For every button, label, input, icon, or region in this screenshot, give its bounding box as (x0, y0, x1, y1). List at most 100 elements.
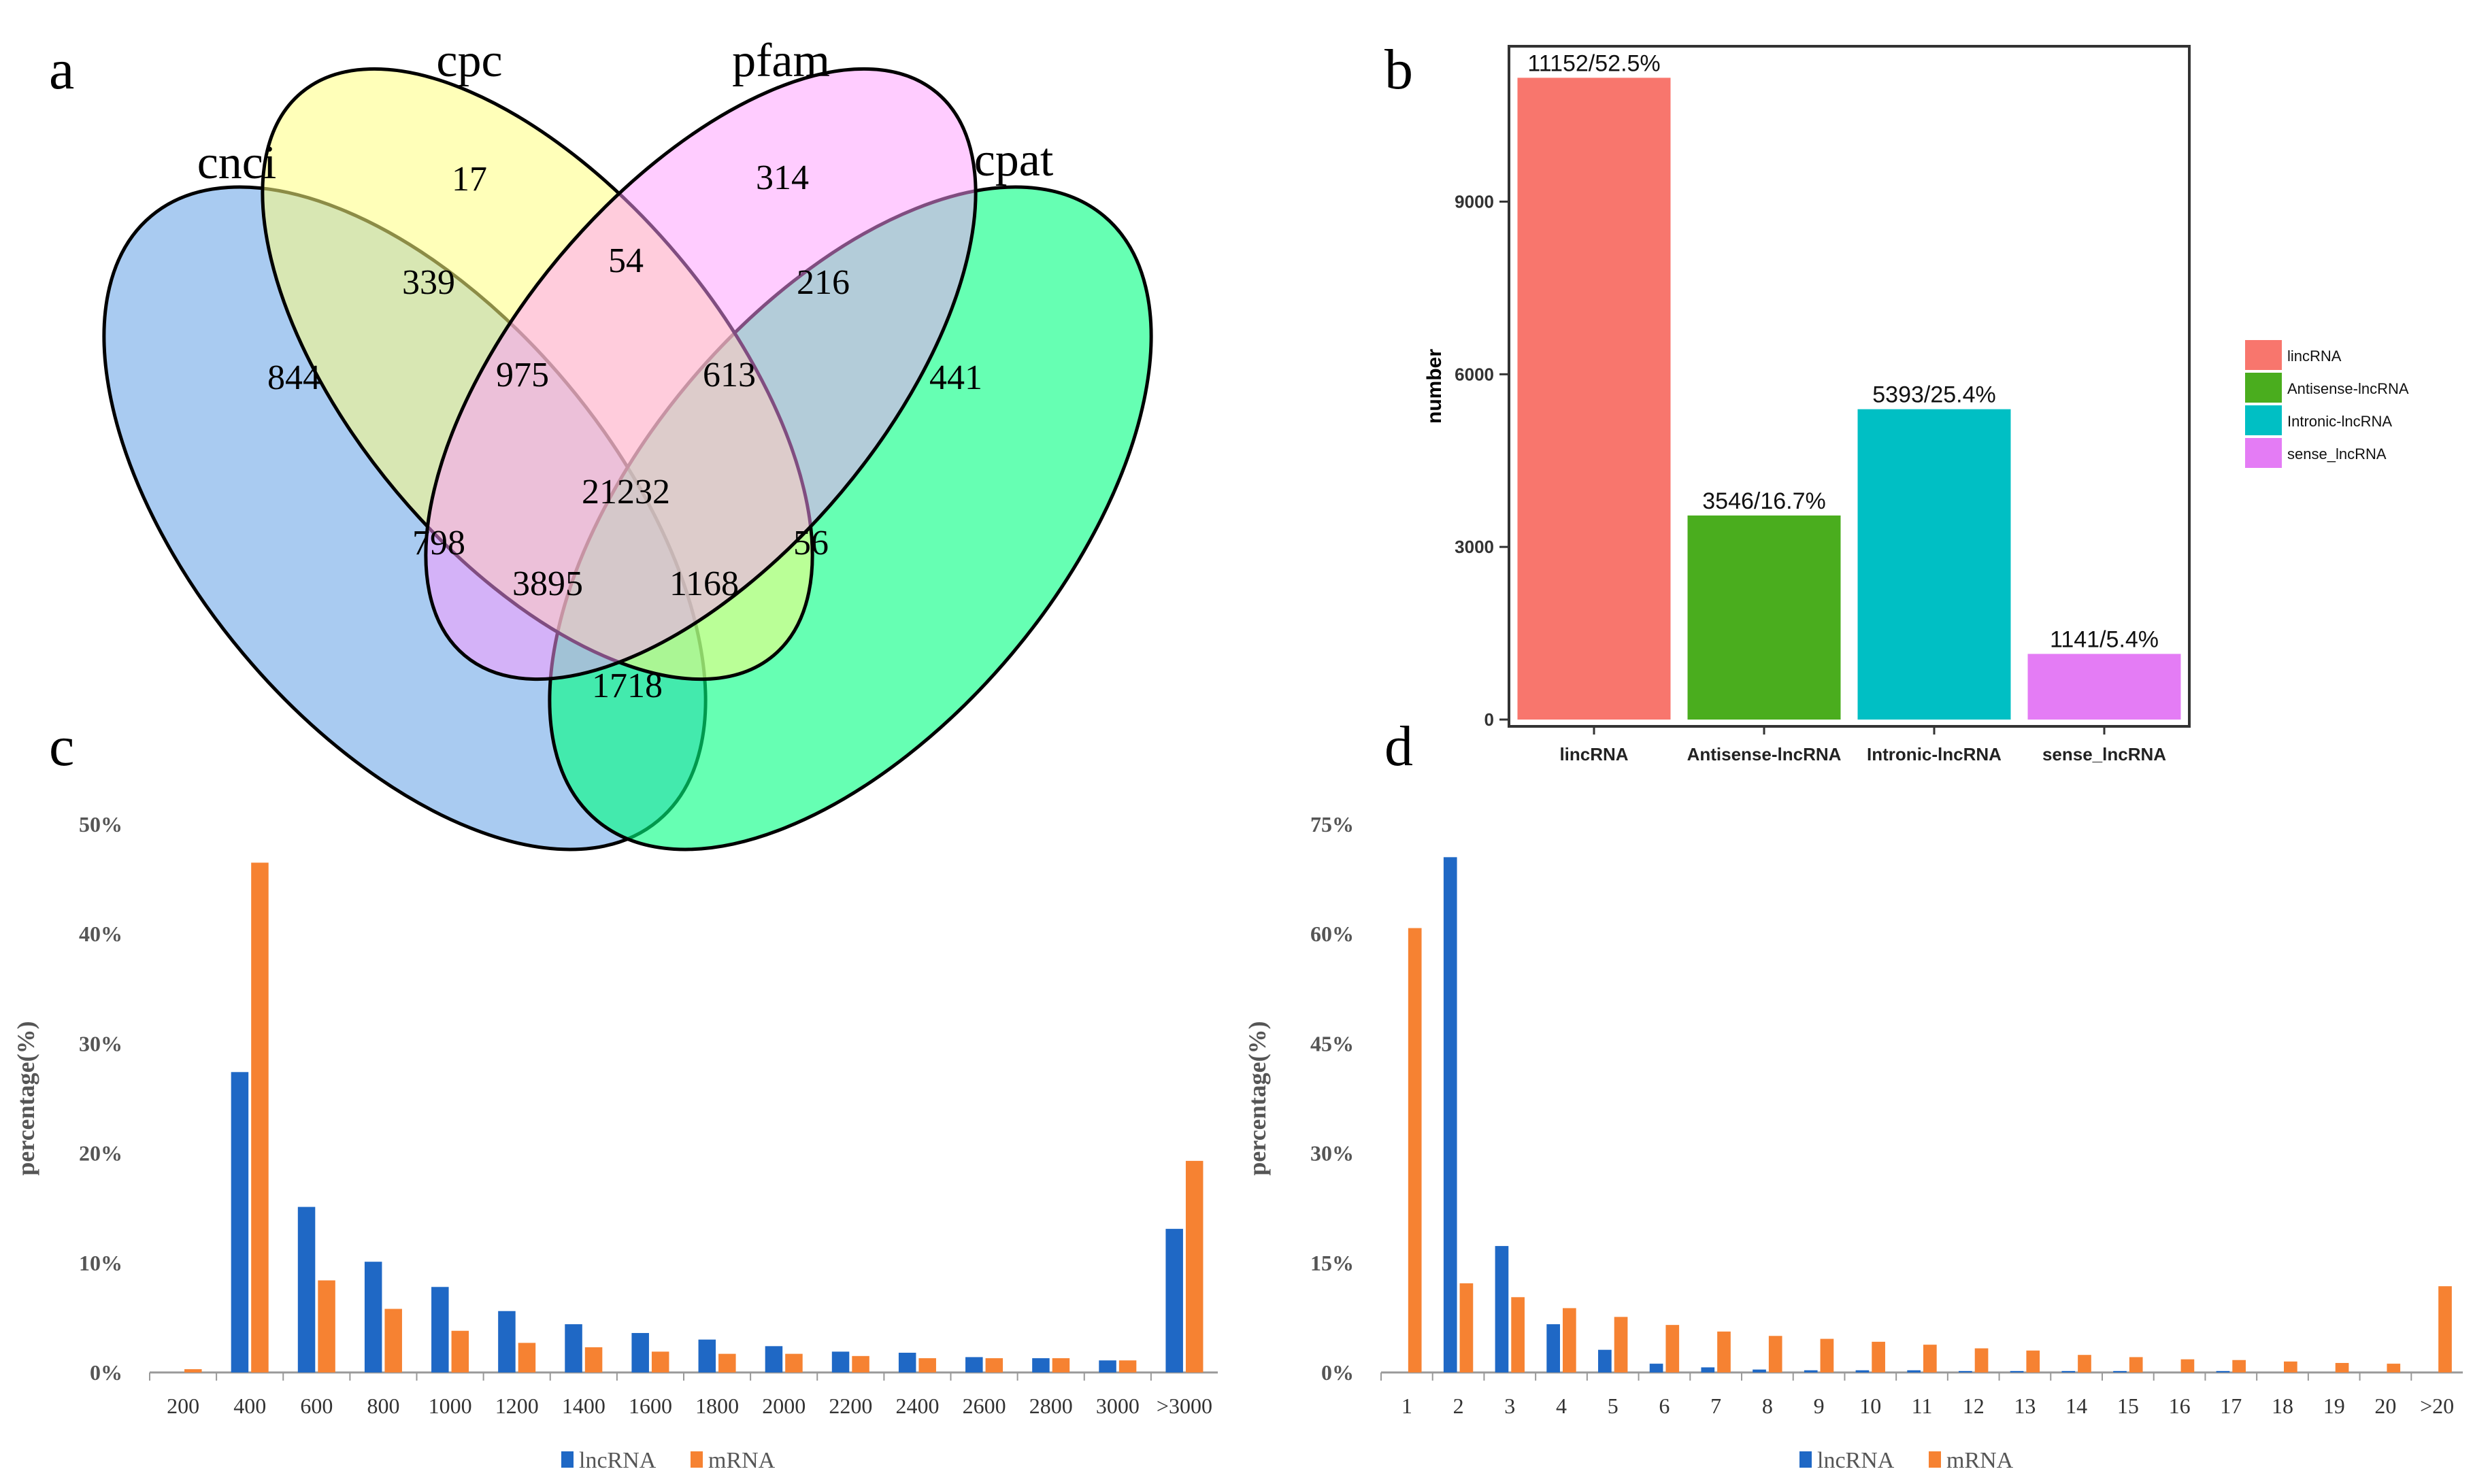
panel-d-xtick-label-4: 4 (1556, 1394, 1567, 1418)
venn-region-cnci-cpc: 339 (402, 263, 455, 302)
panel-c-bar-lncrna-2400 (898, 1352, 916, 1372)
panel-c-bar-mrna-400 (251, 862, 269, 1372)
panel-d-ylabel: percentage(%) (1244, 1021, 1271, 1175)
panel-c-legend-label-mrna: mRNA (708, 1448, 776, 1473)
panel-c-bar-mrna-2200 (852, 1355, 869, 1372)
venn-region-cpc-only: 17 (452, 160, 487, 199)
panel-c-bar-lncrna-1200 (498, 1311, 516, 1372)
panel-c-bar-lncrna-2800 (1032, 1358, 1050, 1372)
panel-c-bar-mrna-3000 (1118, 1360, 1137, 1372)
panel-d-ytick-label: 0% (1321, 1360, 1354, 1385)
panel-c-bar-mrna-1600 (651, 1351, 669, 1372)
panel-d-xtick-label-11: 11 (1912, 1394, 1933, 1418)
panel-d-bar-mrna-13 (2026, 1350, 2040, 1372)
panel-d-bar-mrna-20 (2387, 1364, 2401, 1372)
panel-c-bar-lncrna-800 (364, 1262, 382, 1372)
panel-c-bar-mrna-2600 (985, 1358, 1003, 1372)
panel-c-bar-mrna-1800 (718, 1353, 736, 1372)
panel-d-bar-lncrna-4 (1546, 1324, 1560, 1372)
panel-d-bar-mrna-1 (1408, 928, 1422, 1372)
venn-region-pfam-only: 314 (756, 158, 809, 197)
panel-c-legend-swatch-lncrna (561, 1451, 574, 1468)
panel-c-ytick-label: 10% (79, 1251, 122, 1275)
panel-d-bar-lncrna-8 (1753, 1369, 1766, 1372)
panel-d-xtick-label-7: 7 (1710, 1394, 1721, 1418)
panel-c-xtick-label-1600: 1600 (629, 1394, 672, 1418)
panel-d-bar-mrna-15 (2129, 1357, 2143, 1372)
panel-b-legend-label-sense-lncrna: sense_lncRNA (2287, 445, 2387, 462)
panel-d-bar-lncrna-7 (1701, 1367, 1715, 1372)
panel-c-bar-mrna-2800 (1052, 1358, 1070, 1372)
panel-c-ytick-label: 20% (79, 1141, 122, 1166)
panel-b-bar-sense-lncrna (2027, 654, 2181, 720)
panel-c-xtick-label-2600: 2600 (963, 1394, 1006, 1418)
panel-c-bar-lncrna-3000 (1099, 1360, 1116, 1372)
panel-c-bar-lncrna-2200 (831, 1351, 850, 1372)
panel-c-bar-lncrna-2000 (765, 1346, 783, 1372)
panel-d-xtick-label-1: 1 (1401, 1394, 1412, 1418)
panel-c-bar-lncrna-600 (297, 1207, 316, 1372)
venn-region-cnci-cpc-cpat: 1168 (669, 564, 739, 603)
panel-b-xtick-label-antisense-lncrna: Antisense-lncRNA (1687, 744, 1842, 764)
panel-c-bar-lncrna-1800 (698, 1339, 716, 1372)
panel-b-ytick-label: 9000 (1455, 191, 1494, 212)
panel-a-letter: a (49, 38, 74, 101)
panel-b-legend-label-antisense-lncrna: Antisense-lncRNA (2287, 380, 2409, 397)
panel-d-xtick-label-15: 15 (2117, 1394, 2139, 1418)
venn-region-cnci-pfam: 798 (412, 524, 465, 562)
panel-c-bar-mrna-1000 (451, 1330, 469, 1372)
panel-d-xtick-label-6: 6 (1659, 1394, 1670, 1418)
panel-d-xtick-label-20: >20 (2420, 1394, 2454, 1418)
panel-d-bar-mrna-10 (1872, 1341, 1885, 1372)
panel-c-ytick-label: 50% (79, 812, 122, 837)
venn-region-cnci-pfam-cpat: 3895 (512, 564, 583, 603)
panel-c-bar-lncrna-1000 (431, 1287, 449, 1372)
panel-b-data-label-lincrna: 11152/52.5% (1527, 50, 1660, 76)
panel-d-bar-mrna-2 (1459, 1283, 1474, 1372)
venn-region-pfam-cpat: 216 (797, 263, 850, 302)
panel-d-grouped-bar-chart: 0%15%30%45%60%75%percentage(%)1 2 3 4 5 6 7 8 9 1… (1244, 812, 2463, 1473)
panel-b-xtick-label-sense-lncrna: sense_lncRNA (2042, 744, 2166, 764)
panel-c-bar-lncrna-3000 (1165, 1228, 1183, 1372)
panel-c-ytick-label: 30% (79, 1031, 122, 1056)
panel-c-bar-mrna-3000 (1185, 1160, 1204, 1372)
panel-d-ytick-label: 45% (1310, 1031, 1354, 1056)
panel-c-xtick-label-1200: 1200 (495, 1394, 539, 1418)
panel-d-xtick-label-12: 12 (1963, 1394, 1985, 1418)
panel-b-data-label-antisense-lncrna: 3546/16.7% (1702, 488, 1826, 514)
panel-d-bar-mrna-12 (1974, 1348, 1989, 1372)
panel-d-legend-label-lncrna: lncRNA (1817, 1448, 1895, 1473)
panel-c-bar-lncrna-1600 (631, 1332, 649, 1372)
panel-d-bar-lncrna-10 (1855, 1370, 1870, 1372)
panel-c-bar-mrna-600 (318, 1280, 335, 1372)
panel-c-bar-mrna-2400 (918, 1358, 936, 1372)
panel-c-legend-label-lncrna: lncRNA (579, 1448, 657, 1473)
panel-b-ytick-label: 3000 (1455, 537, 1494, 557)
panel-d-xtick-label-18: 18 (2272, 1394, 2293, 1418)
panel-d-xtick-label-20: 20 (2374, 1394, 2396, 1418)
panel-d-bar-lncrna-11 (1907, 1370, 1921, 1372)
panel-d-bar-mrna-7 (1717, 1331, 1731, 1372)
venn-region-cnci-only: 844 (267, 358, 320, 397)
panel-c-bar-lncrna-400 (231, 1072, 249, 1372)
panel-c-xtick-label-200: 200 (167, 1394, 199, 1418)
venn-region-cpat-only: 441 (929, 358, 982, 397)
panel-d-bar-mrna-8 (1768, 1336, 1782, 1372)
panel-c-ytick-label: 40% (79, 922, 122, 946)
panel-d-xtick-label-5: 5 (1608, 1394, 1619, 1418)
panel-d-bar-mrna-11 (1923, 1345, 1937, 1372)
venn-region-all-four: 21232 (582, 473, 670, 511)
panel-c-ylabel: percentage(%) (12, 1021, 39, 1175)
panel-b-bar-intronic-lncrna (1857, 409, 2011, 720)
panel-c-bar-lncrna-1400 (565, 1324, 582, 1372)
panel-d-legend-swatch-mrna (1929, 1451, 1941, 1468)
panel-c-letter: c (49, 715, 74, 778)
panel-c-xtick-label-1000: 1000 (429, 1394, 472, 1418)
panel-d-bar-mrna-19 (2335, 1363, 2349, 1372)
panel-d-bar-lncrna-6 (1649, 1364, 1663, 1372)
panel-c-xtick-label-400: 400 (233, 1394, 266, 1418)
panel-c-legend-swatch-mrna (691, 1451, 703, 1468)
panel-d-xtick-label-13: 13 (2014, 1394, 2036, 1418)
panel-c-xtick-label-3000: 3000 (1096, 1394, 1140, 1418)
